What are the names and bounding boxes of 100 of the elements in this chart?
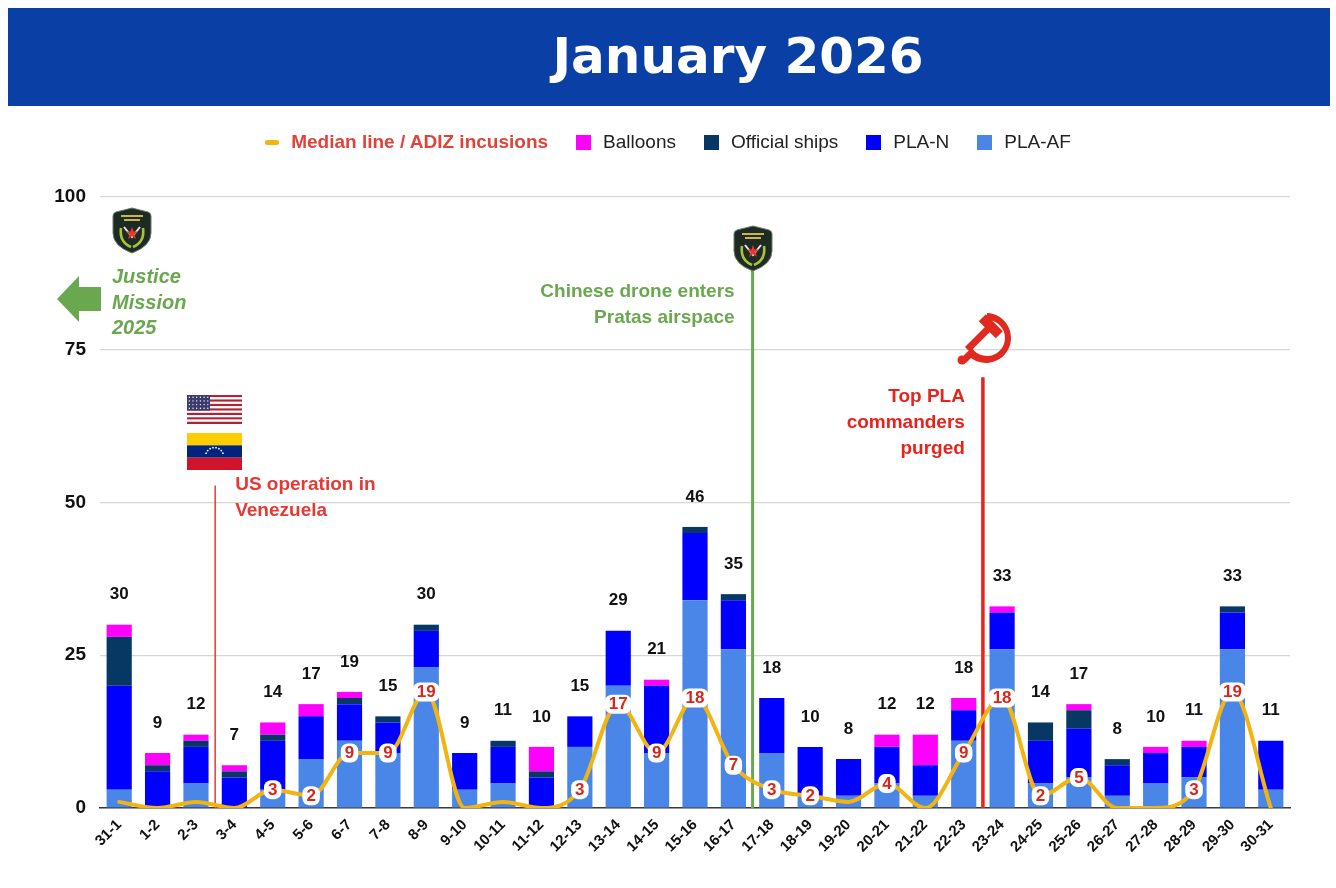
bar: [1219, 612, 1246, 650]
x-tick-label: 2-3: [173, 815, 202, 843]
y-tick-label: 0: [75, 796, 86, 818]
y-tick-label: 25: [64, 643, 87, 665]
total-label: 12: [877, 694, 897, 714]
bar: [1066, 704, 1092, 711]
y-tick-label: 50: [64, 490, 86, 512]
legend-label: PLA-N: [893, 131, 950, 153]
bar: [1143, 753, 1169, 784]
legend-label: Official ships: [730, 131, 839, 153]
bar: [605, 630, 631, 686]
x-tick-label: 3-4: [212, 814, 240, 843]
y-tick-label: 100: [54, 185, 86, 207]
bar: [567, 716, 593, 747]
y-tick-label: 75: [64, 337, 87, 359]
ref-line-label: Chinese drone enters Pratas airspace: [539, 278, 735, 329]
bar: [452, 753, 478, 790]
bar: [720, 649, 746, 808]
total-label: 17: [1069, 663, 1089, 683]
bar: [1143, 746, 1169, 754]
bar: [1066, 710, 1092, 729]
bar: [144, 753, 171, 766]
bar: [336, 698, 363, 705]
total-label: 15: [378, 676, 398, 696]
x-tick-label: 5-6: [288, 815, 317, 843]
total-label: 30: [416, 584, 436, 604]
bar: [490, 740, 516, 747]
legend-label: PLA-AF: [1004, 131, 1071, 153]
bar: [1181, 740, 1207, 747]
data-label: 3: [1189, 779, 1199, 799]
total-label: 33: [1222, 566, 1242, 586]
bar: [912, 765, 938, 796]
bar: [1104, 759, 1130, 766]
total-label: 29: [608, 590, 628, 610]
total-label: 21: [647, 639, 667, 659]
total-label: 11: [1185, 700, 1204, 720]
total-label: 10: [800, 706, 820, 726]
total-label: 9: [152, 712, 163, 732]
bar: [144, 771, 171, 808]
legend-label: Median line / ADIZ incusions: [291, 131, 549, 153]
x-tick-label: 31-1: [90, 815, 125, 849]
bar: [874, 734, 900, 747]
total-label: 7: [229, 724, 240, 744]
total-label: 14: [263, 682, 283, 702]
total-label: 10: [531, 706, 551, 726]
bar: [1258, 740, 1284, 790]
bar: [720, 600, 746, 650]
bar: [989, 606, 1015, 613]
x-tick-label: 8-9: [403, 815, 432, 843]
bar: [528, 777, 555, 808]
bar: [298, 704, 324, 717]
bar: [1143, 783, 1169, 808]
ref-line-label: US operation in Venezuela: [235, 471, 377, 522]
data-label: 2: [306, 785, 316, 805]
bar: [989, 612, 1015, 650]
total-label: 11: [494, 700, 513, 720]
bar: [375, 716, 401, 723]
bar: [951, 710, 977, 741]
bar: [106, 685, 132, 790]
bar: [644, 679, 670, 686]
bar: [183, 734, 209, 741]
bar: [336, 691, 363, 699]
bar: [490, 746, 516, 784]
bar: [336, 704, 363, 741]
bar: [298, 716, 324, 760]
total-label: 14: [1031, 682, 1051, 702]
bar: [1219, 606, 1246, 613]
bar: [221, 765, 247, 772]
data-label: 9: [958, 743, 969, 763]
bar: [1027, 740, 1054, 784]
total-label: 46: [685, 486, 705, 506]
bar: [759, 698, 785, 754]
bar: [106, 636, 132, 686]
header-banner: January 2026: [8, 8, 1330, 106]
total-label: 10: [1146, 706, 1166, 726]
x-tick-label: 4-5: [250, 815, 278, 843]
x-tick-label: 7-8: [365, 815, 393, 843]
data-label: 3: [575, 779, 585, 799]
total-label: 9: [459, 712, 470, 732]
bar: [183, 746, 209, 784]
total-label: 8: [1112, 718, 1122, 738]
bar: [221, 777, 247, 808]
legend-label: Balloons: [603, 131, 676, 153]
bar: [260, 722, 286, 735]
data-label: 18: [992, 688, 1012, 708]
bar: [682, 533, 708, 601]
data-label: 2: [1035, 785, 1046, 805]
x-tick-label: 1-2: [135, 815, 163, 843]
total-label: 12: [915, 694, 935, 714]
bar: [144, 765, 171, 772]
annotation: Justice Mission 2025: [112, 264, 188, 340]
data-label: 19: [416, 682, 436, 702]
data-label: 9: [651, 743, 662, 763]
bar: [951, 698, 977, 711]
bar: [106, 624, 132, 637]
bar: [528, 746, 555, 772]
data-label: 7: [728, 755, 739, 775]
x-tick-label: 6-7: [327, 815, 355, 843]
data-label: 4: [882, 773, 893, 793]
data-label: 9: [344, 743, 355, 763]
